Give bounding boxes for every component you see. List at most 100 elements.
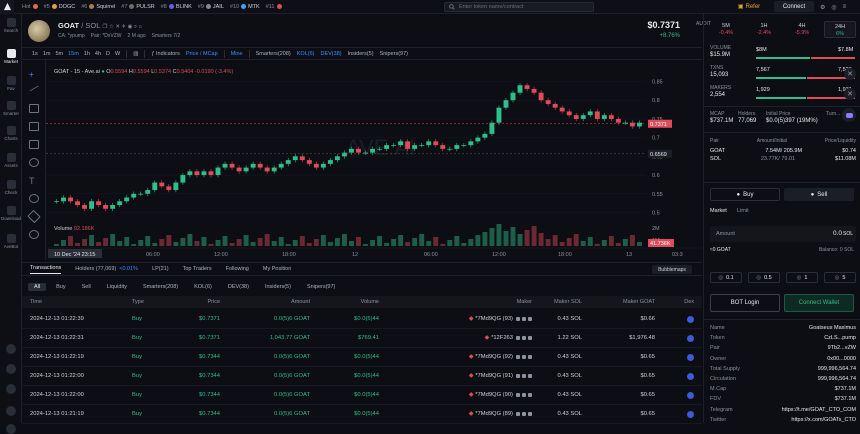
connect-button[interactable]: Connect <box>774 1 814 12</box>
copy-icon[interactable]: ❐ ☆ ✕ ✈ ◉ ⌕ ⌂ <box>102 24 142 30</box>
connect-wallet-button[interactable]: Connect Wallet <box>784 294 854 312</box>
price-chart[interactable]: 0.850.80.750.70.650.60.550.5AVE.AI0.7371… <box>46 60 702 260</box>
smarters-count[interactable]: Smarters 7/2 <box>151 33 181 39</box>
filter-7[interactable]: Insiders(5) <box>264 284 291 290</box>
sidebar-item-market[interactable]: Market <box>0 49 22 64</box>
interval-5m[interactable]: 5m <box>55 50 64 57</box>
info-value[interactable]: https://t.me/GOAT_CTO_COM <box>781 406 856 413</box>
filter-4[interactable]: Smarters(208) <box>142 284 179 290</box>
quick-amount-button[interactable]: ◎ 1 <box>786 272 818 283</box>
limit-tab[interactable]: Limit <box>737 208 749 214</box>
quick-amount-button[interactable]: ◎ 0.5 <box>748 272 780 283</box>
smarters-toggle[interactable]: Smarters(208) <box>255 50 291 57</box>
twitter-icon[interactable] <box>6 384 16 394</box>
filter-6[interactable]: DEV(38) <box>227 284 249 290</box>
table-row[interactable]: 2024-12-13 01:22:39 Buy $0.7371 0.0(5)6 GOA… <box>22 310 702 329</box>
timeframe-1H[interactable]: 1H -2.4% <box>748 21 780 38</box>
discord-icon[interactable] <box>842 108 856 122</box>
shapes-icon[interactable] <box>29 140 39 149</box>
close-icon[interactable]: ✕ <box>844 68 856 80</box>
sidebar-item-search[interactable]: Search <box>0 18 22 33</box>
table-row[interactable]: 2024-12-13 01:21:19 Buy $0.7344 0.0(5)6 GOA… <box>22 405 702 424</box>
table-row[interactable]: 2024-12-13 01:22:31 Buy $0.7371 1,043.77 GO… <box>22 329 702 348</box>
sidebar-item-charts[interactable]: Charts <box>0 126 22 141</box>
interval-W[interactable]: W <box>115 50 121 57</box>
menu-icon[interactable]: ≡ <box>842 4 847 10</box>
table-row[interactable]: 2024-12-13 01:22:00 Buy $0.7344 0.0(5)6 GOA… <box>22 386 702 405</box>
book-icon[interactable] <box>6 406 16 416</box>
cell-maker[interactable]: ◆ *7Md9QG (93) <box>382 310 532 328</box>
tab-2[interactable]: LP(21) <box>152 266 169 272</box>
trending-item[interactable]: #5 DOGC <box>44 4 76 10</box>
kol-toggle[interactable]: KOL(6) <box>296 50 315 57</box>
filter-3[interactable]: Liquidity <box>106 284 127 290</box>
column-header[interactable]: Maker SOL <box>554 299 582 305</box>
quick-amount-button[interactable]: ◎ 5 <box>824 272 856 283</box>
sidebar-item-download[interactable]: Download <box>0 206 22 221</box>
search-input[interactable]: Enter token name/contract <box>444 2 594 12</box>
info-value[interactable]: https://x.com/GOATs_CTO <box>791 416 856 423</box>
sidebar-item-smarter[interactable]: Smarter <box>0 101 22 116</box>
contract-address[interactable]: CA: *ypump <box>58 33 85 39</box>
sidebar-item-avebot[interactable]: AveBot <box>0 234 22 249</box>
language-icon[interactable]: ◎ <box>831 4 837 11</box>
snipers-toggle[interactable]: Snipers(97) <box>379 50 409 57</box>
price-mcap-toggle[interactable]: Price / MCap <box>185 50 218 57</box>
sidebar-item-assets[interactable]: Assets <box>0 153 22 168</box>
interval-1s[interactable]: 1s <box>32 50 38 57</box>
chart-canvas[interactable]: 0.850.80.750.70.650.60.550.5AVE.AI0.7371… <box>46 60 702 260</box>
insiders-toggle[interactable]: Insiders(5) <box>347 50 374 57</box>
ruler-icon[interactable] <box>27 209 41 224</box>
pitchfork-icon[interactable] <box>29 122 39 131</box>
bubblemaps-button[interactable]: Bubblemaps <box>652 265 692 274</box>
tab-1[interactable]: Holders (77,069) <0.01% <box>75 266 138 272</box>
column-header[interactable]: Maker <box>516 299 532 305</box>
logo[interactable] <box>0 0 14 14</box>
interval-1h[interactable]: 1h <box>83 50 90 57</box>
settings-icon[interactable]: ⚙ <box>820 4 826 11</box>
amount-field[interactable]: Amount 0.0 SOL <box>710 226 856 242</box>
brush-icon[interactable] <box>29 158 39 167</box>
filter-5[interactable]: KOL(6) <box>194 284 212 290</box>
cell-maker[interactable]: ◆ *7Md9QG (92) <box>382 348 532 366</box>
cell-maker[interactable]: ◆ *7Md9QG (90) <box>382 386 532 404</box>
mine-toggle[interactable]: Mine <box>230 50 243 57</box>
table-row[interactable]: 2024-12-13 01:22:00 Buy $0.7344 0.0(5)6 GOA… <box>22 367 702 386</box>
trending-item[interactable]: #10 MTK <box>230 4 260 10</box>
text-icon[interactable]: T <box>29 176 35 186</box>
trending-item[interactable]: #6 Squirrel <box>81 4 115 10</box>
trending-item[interactable]: #9 JAIL <box>198 4 224 10</box>
zoom-icon[interactable] <box>29 230 39 239</box>
trending-item[interactable]: #8 BLINK <box>161 4 192 10</box>
sidebar-item-fav[interactable]: Fav <box>0 76 22 91</box>
column-header[interactable]: Type <box>132 299 144 305</box>
discord-icon[interactable] <box>6 364 16 374</box>
tab-5[interactable]: My Position <box>263 266 291 272</box>
timeframe-5M[interactable]: 5M -0.4% <box>710 21 742 38</box>
interval-D[interactable]: D <box>106 50 111 57</box>
buy-tab[interactable]: ● Buy <box>710 188 780 201</box>
indicators-button[interactable]: ƒ Indicators <box>151 50 180 57</box>
quick-amount-button[interactable]: ◎ 0.1 <box>710 272 742 283</box>
timeframe-24H[interactable]: 24H 6% <box>824 21 856 38</box>
refer-button[interactable]: ▣ Refer <box>730 0 768 13</box>
filter-8[interactable]: Snipers(97) <box>306 284 336 290</box>
candle-type-icon[interactable]: ▥ <box>133 50 139 57</box>
filter-0[interactable]: All <box>28 283 47 291</box>
telegram-icon[interactable] <box>6 344 16 354</box>
table-row[interactable]: 2024-12-13 01:22:19 Buy $0.7344 0.0(5)6 GOA… <box>22 348 702 367</box>
close-icon[interactable]: ✕ <box>844 88 856 100</box>
dev-toggle[interactable]: DEV(38) <box>320 50 342 57</box>
tab-4[interactable]: Following <box>226 266 249 272</box>
column-header[interactable]: Dex <box>684 299 694 305</box>
sidebar-item-check[interactable]: Check <box>0 180 22 195</box>
cell-maker[interactable]: ◆ *7Md9QG (89) <box>382 405 532 423</box>
market-tab[interactable]: Market <box>710 208 727 214</box>
column-header[interactable]: Maker GOAT <box>623 299 655 305</box>
interval-1m[interactable]: 1m <box>42 50 51 57</box>
column-header[interactable]: Volume <box>360 299 379 305</box>
column-header[interactable]: Price <box>207 299 220 305</box>
filter-1[interactable]: Buy <box>56 284 66 290</box>
column-header[interactable]: Time <box>30 299 43 305</box>
horizontal-line-icon[interactable] <box>29 104 39 113</box>
